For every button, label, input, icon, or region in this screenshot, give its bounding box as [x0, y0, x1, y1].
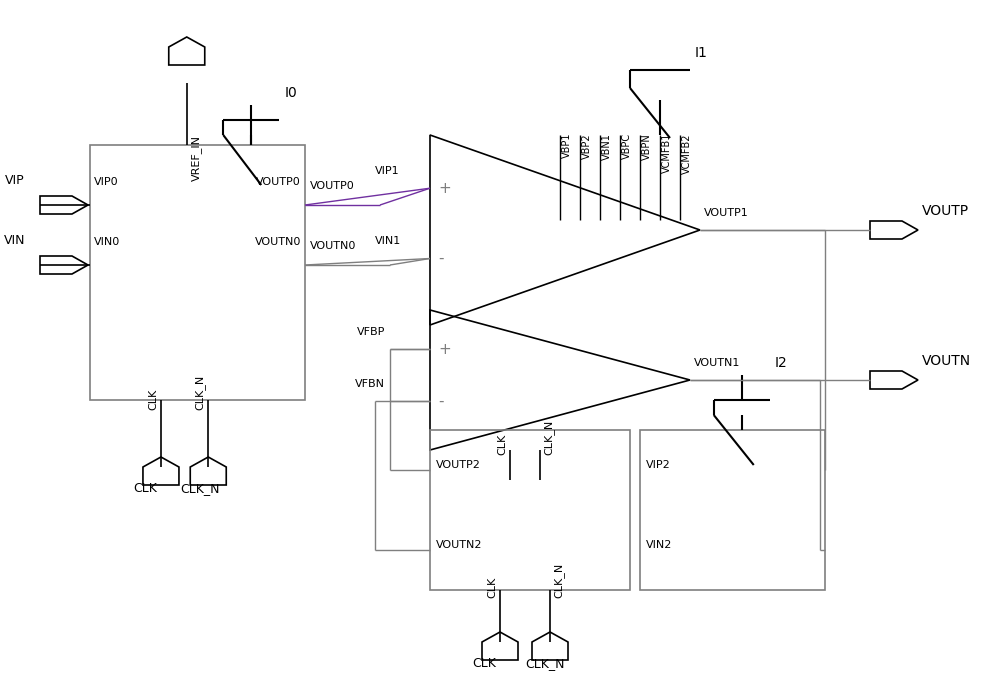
Text: VBP1: VBP1 [562, 133, 572, 158]
Text: CLK: CLK [487, 576, 497, 598]
Text: VIP2: VIP2 [646, 460, 671, 470]
Text: VFBN: VFBN [355, 379, 385, 389]
Text: VOUTP2: VOUTP2 [436, 460, 481, 470]
Text: VOUTP0: VOUTP0 [256, 177, 301, 187]
Text: VOUTN2: VOUTN2 [436, 540, 482, 550]
Text: CLK_N: CLK_N [194, 375, 205, 410]
Text: VOUTN1: VOUTN1 [694, 358, 740, 368]
Text: VREF_IN: VREF_IN [191, 135, 202, 181]
Bar [430, 430, 630, 590]
Bar [90, 145, 305, 400]
Text: VIP: VIP [5, 174, 25, 187]
Text: VIN2: VIN2 [646, 540, 672, 550]
Text: CLK_N: CLK_N [553, 562, 564, 598]
Text: VOUTP1: VOUTP1 [704, 208, 749, 218]
Text: VOUTN: VOUTN [922, 354, 971, 368]
Text: CLK_N: CLK_N [180, 482, 220, 495]
Text: CLK_N: CLK_N [543, 420, 554, 455]
Text: VIP1: VIP1 [375, 166, 400, 176]
Text: CLK: CLK [472, 657, 496, 670]
Text: VCMFB1: VCMFB1 [662, 133, 672, 174]
Text: -: - [438, 394, 444, 408]
Text: VFBP: VFBP [357, 327, 385, 337]
Text: VOUTN0: VOUTN0 [310, 241, 356, 251]
Text: I2: I2 [775, 356, 788, 370]
Text: CLK: CLK [497, 434, 507, 455]
Text: VBP2: VBP2 [582, 133, 592, 159]
Text: VIN: VIN [4, 234, 26, 247]
Text: I0: I0 [284, 86, 297, 100]
Text: VBPN: VBPN [642, 133, 652, 160]
Text: VOUTP: VOUTP [922, 204, 969, 218]
Text: VBN1: VBN1 [602, 133, 612, 160]
Text: VBPC: VBPC [622, 133, 632, 159]
Text: VOUTN0: VOUTN0 [255, 237, 301, 247]
Text: VIP0: VIP0 [94, 177, 119, 187]
Text: CLK: CLK [133, 482, 157, 495]
Text: -: - [438, 251, 444, 266]
Text: VIN1: VIN1 [375, 236, 401, 247]
Bar [640, 430, 825, 590]
Text: CLK_N: CLK_N [525, 657, 565, 670]
Text: VIN0: VIN0 [94, 237, 120, 247]
Text: +: + [438, 181, 451, 196]
Text: I1: I1 [695, 46, 708, 60]
Text: VOUTP0: VOUTP0 [310, 181, 355, 191]
Text: CLK: CLK [148, 389, 158, 410]
Text: +: + [438, 342, 451, 357]
Text: VCMFB2: VCMFB2 [682, 133, 692, 174]
